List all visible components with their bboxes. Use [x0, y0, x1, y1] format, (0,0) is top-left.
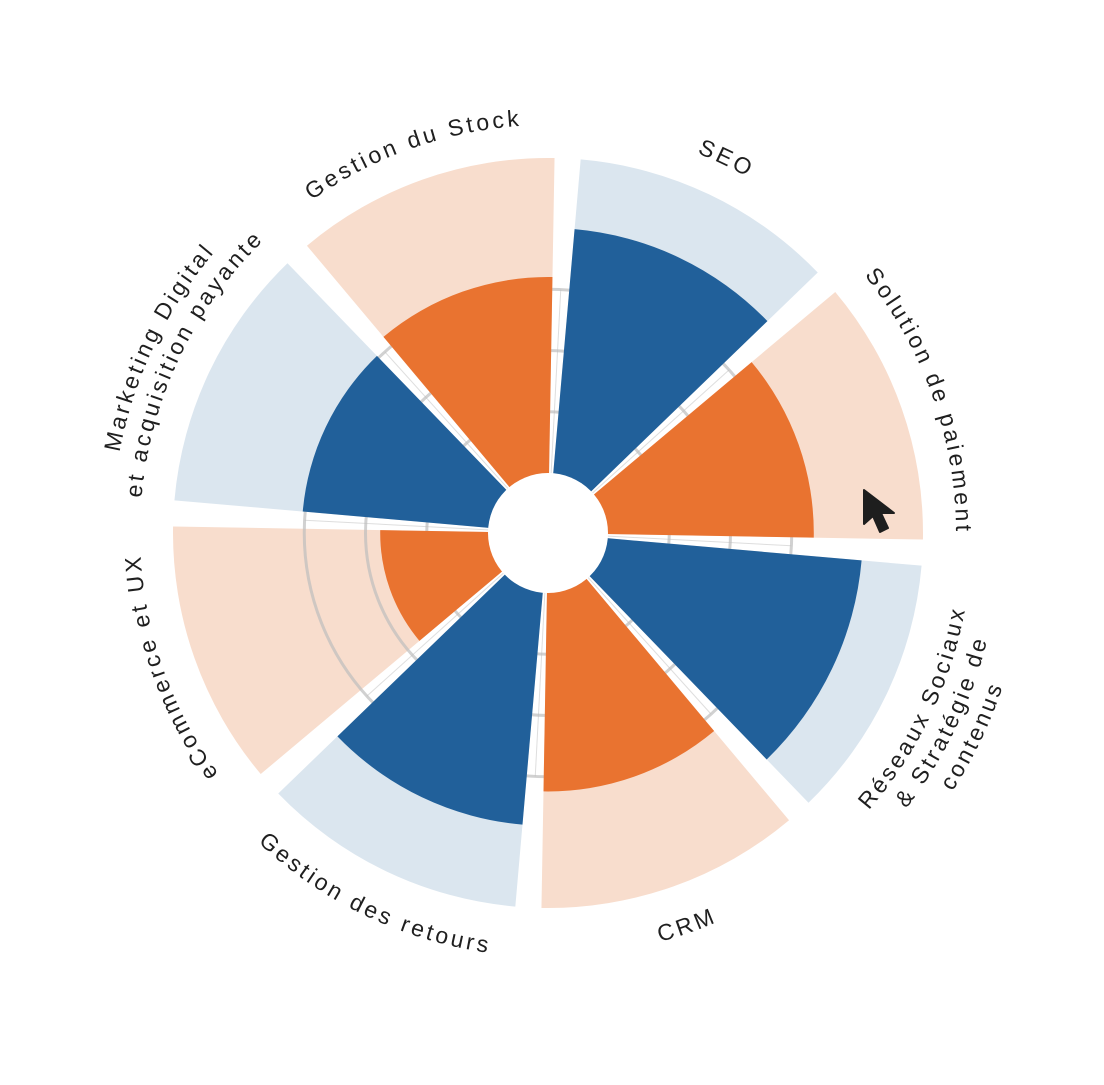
grid-spoke [587, 577, 712, 715]
value-sector-crm [543, 577, 715, 792]
value-sector-ecommerce [380, 530, 504, 641]
segment-label-crm: CRM [654, 902, 720, 947]
grid-spoke [550, 289, 562, 474]
value-sector-marketing [302, 355, 508, 528]
value-sectors [302, 229, 862, 825]
value-sector-seo [553, 229, 768, 493]
grid-spoke [534, 592, 546, 777]
grid-spoke [304, 519, 489, 531]
grid-spoke [384, 351, 509, 489]
arrow-cursor-icon [863, 489, 895, 533]
center-hole [488, 473, 608, 593]
value-sector-retours [337, 573, 543, 825]
value-sector-paiement [592, 362, 814, 538]
grid-spoke [366, 572, 504, 697]
value-sector-reseaux [588, 538, 862, 760]
value-sector-stock [383, 277, 553, 489]
segment-label-seo: SEO [695, 134, 759, 183]
grid-spoke [592, 369, 730, 494]
grid-spoke [607, 535, 792, 547]
